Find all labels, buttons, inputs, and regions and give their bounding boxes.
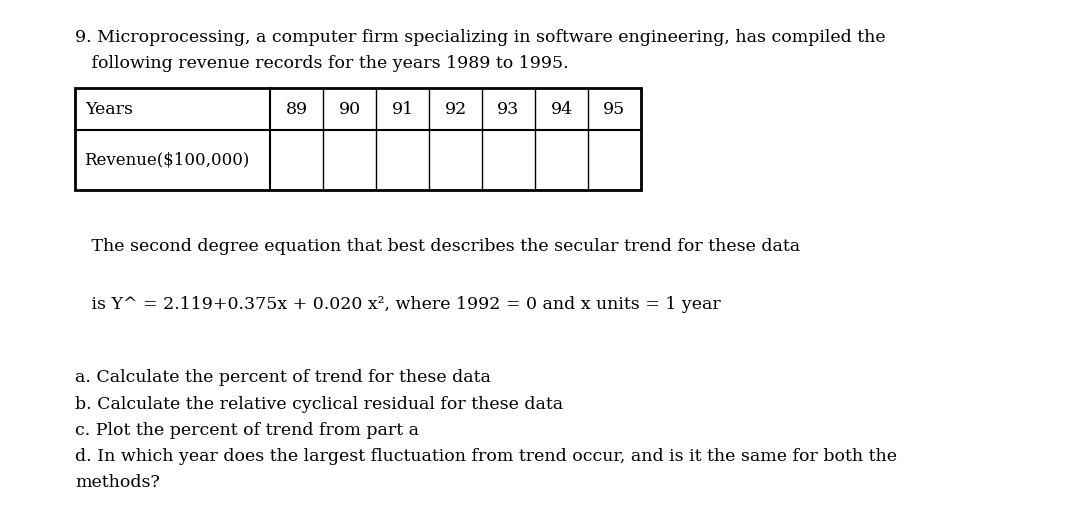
Text: 95: 95 <box>603 101 626 117</box>
Bar <box>75 88 641 190</box>
Text: is Y^ = 2.119+0.375x + 0.020 x², where 1992 = 0 and x units = 1 year: is Y^ = 2.119+0.375x + 0.020 x², where 1… <box>75 296 721 313</box>
Text: following revenue records for the years 1989 to 1995.: following revenue records for the years … <box>75 55 568 72</box>
Text: The second degree equation that best describes the secular trend for these data: The second degree equation that best des… <box>75 238 800 255</box>
Text: 9. Microprocessing, a computer firm specializing in software engineering, has co: 9. Microprocessing, a computer firm spec… <box>75 29 886 46</box>
Text: 93: 93 <box>498 101 520 117</box>
Text: 91: 91 <box>392 101 414 117</box>
Text: 90: 90 <box>338 101 361 117</box>
Text: c. Plot the percent of trend from part a: c. Plot the percent of trend from part a <box>75 422 418 439</box>
Text: d. In which year does the largest fluctuation from trend occur, and is it the sa: d. In which year does the largest fluctu… <box>75 448 897 465</box>
Text: 89: 89 <box>286 101 307 117</box>
Text: a. Calculate the percent of trend for these data: a. Calculate the percent of trend for th… <box>75 369 491 386</box>
Text: 94: 94 <box>550 101 572 117</box>
Text: methods?: methods? <box>75 474 159 491</box>
Text: b. Calculate the relative cyclical residual for these data: b. Calculate the relative cyclical resid… <box>75 396 563 412</box>
Text: Years: Years <box>86 101 134 117</box>
Text: 92: 92 <box>444 101 467 117</box>
Text: Revenue($100,000): Revenue($100,000) <box>83 151 249 169</box>
